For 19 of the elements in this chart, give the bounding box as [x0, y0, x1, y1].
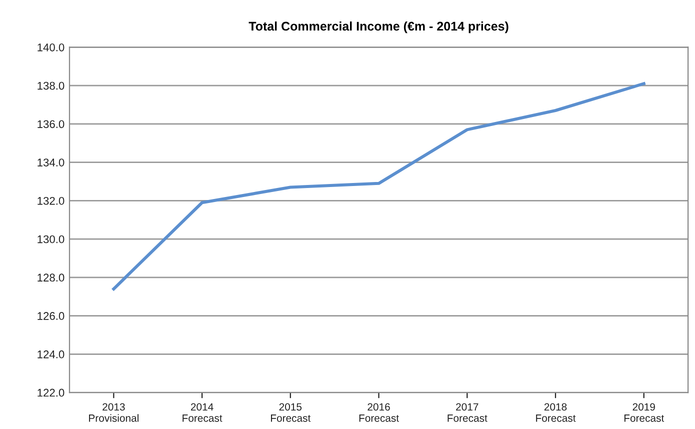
- y-tick-label: 136.0: [38, 120, 64, 128]
- x-tick-label: 2018 Forecast: [536, 403, 576, 422]
- chart-title: Total Commercial Income (€m - 2014 prices): [248, 21, 508, 34]
- x-tick-label: 2016 Forecast: [359, 403, 399, 422]
- y-tick-label: 134.0: [38, 158, 64, 166]
- x-tick-label: 2019 Forecast: [624, 403, 664, 422]
- y-tick-label: 128.0: [38, 274, 64, 282]
- y-tick-label: 140.0: [38, 43, 64, 52]
- y-tick-label: 124.0: [38, 350, 64, 358]
- x-tick-label: 2014 Forecast: [182, 403, 222, 422]
- x-tick-label: 2013 Provisional: [89, 403, 138, 422]
- y-tick-label: 122.0: [38, 388, 64, 397]
- y-tick-label: 132.0: [38, 196, 64, 205]
- y-tick-label: 126.0: [38, 312, 64, 320]
- y-tick-label: 138.0: [38, 82, 64, 90]
- x-tick-label: 2017 Forecast: [448, 403, 488, 422]
- line-series: [112, 82, 646, 290]
- x-tick-label: 2015 Forecast: [271, 403, 311, 422]
- y-tick-label: 130.0: [38, 235, 64, 244]
